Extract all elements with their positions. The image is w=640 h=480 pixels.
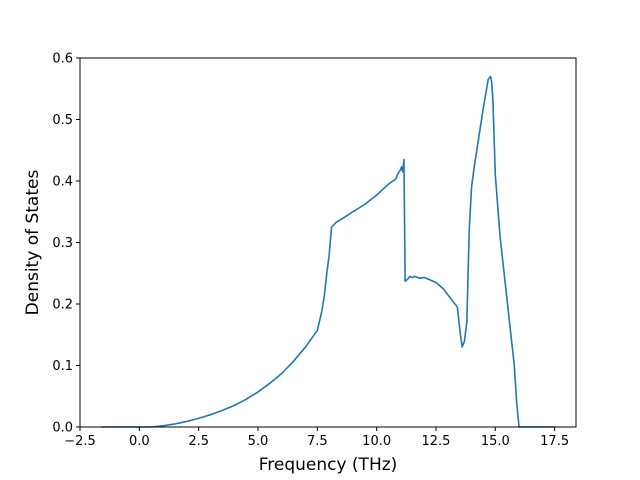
x-axis-label: Frequency (THz) (259, 455, 398, 475)
y-tick-label: 0.1 (52, 359, 73, 374)
x-tick-label: 17.5 (540, 434, 569, 449)
y-axis-label: Density of States (23, 170, 43, 316)
dos-series-line (100, 75, 556, 428)
plot-area (80, 58, 576, 427)
x-tick-label: 10.0 (362, 434, 391, 449)
x-tick-label: 7.5 (307, 434, 328, 449)
x-tick-label: −2.5 (64, 434, 96, 449)
x-tick-label: 15.0 (481, 434, 510, 449)
y-tick-label: 0.4 (52, 175, 73, 190)
tick-layer: −2.5 0.0 2.5 5.0 7.5 10.0 12.5 15.0 17.50.00.10.… (52, 52, 569, 450)
y-tick-label: 0.3 (52, 236, 73, 251)
y-tick-label: 0.2 (52, 298, 73, 313)
plot-frame (79, 57, 577, 428)
line-layer (100, 75, 556, 428)
x-tick-label: 12.5 (422, 434, 451, 449)
y-tick-label: 0.0 (52, 421, 73, 436)
x-tick-label: 2.5 (188, 434, 209, 449)
y-tick-label: 0.6 (52, 52, 73, 67)
y-tick-label: 0.5 (52, 113, 73, 128)
x-tick-label: 5.0 (248, 434, 269, 449)
x-tick-label: 0.0 (129, 434, 150, 449)
